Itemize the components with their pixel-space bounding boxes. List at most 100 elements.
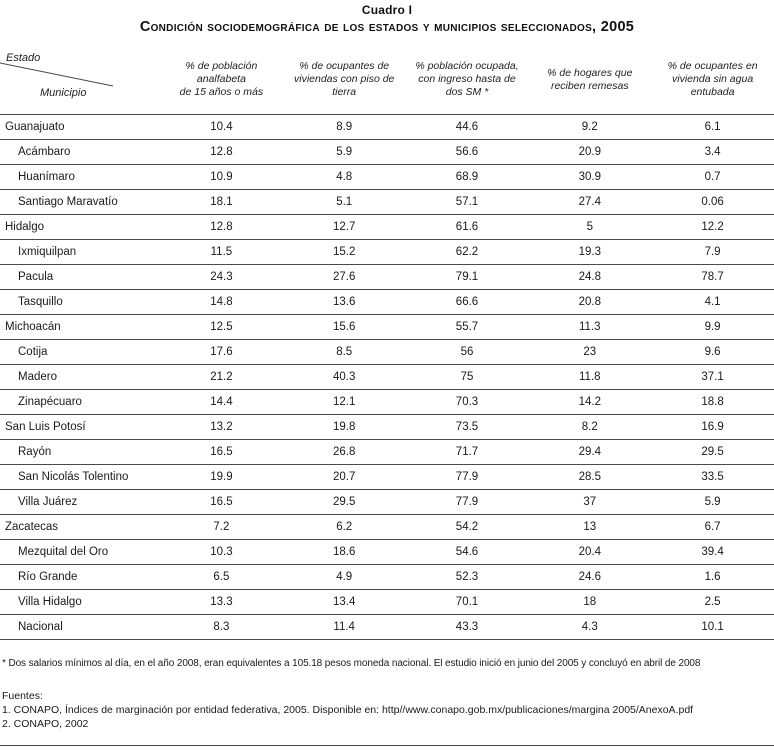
- value-cell: 21.2: [160, 364, 283, 390]
- value-cell: 12.1: [282, 389, 406, 415]
- municipio-name-cell: Pacula: [0, 264, 160, 290]
- value-cell: 33.5: [651, 464, 774, 490]
- value-cell: 20.7: [282, 464, 406, 490]
- table-row: Huanímaro 10.9 4.8 68.9 30.9 0.7: [0, 164, 774, 190]
- value-cell: 20.4: [528, 539, 652, 565]
- table-row: Río Grande 6.5 4.9 52.3 24.6 1.6: [0, 564, 774, 590]
- value-cell: 68.9: [405, 164, 529, 190]
- value-cell: 15.2: [282, 239, 406, 265]
- value-cell: 8.9: [282, 114, 406, 140]
- value-cell: 75: [405, 364, 529, 390]
- value-cell: 9.2: [528, 114, 652, 140]
- value-cell: 70.1: [405, 589, 529, 615]
- municipio-name-cell: Madero: [0, 364, 160, 390]
- value-cell: 18: [528, 589, 652, 615]
- value-cell: 71.7: [405, 439, 529, 465]
- value-cell: 52.3: [405, 564, 529, 590]
- value-cell: 12.8: [160, 214, 283, 240]
- table-number-title: Cuadro I: [361, 3, 413, 17]
- value-cell: 24.8: [528, 264, 652, 290]
- municipio-name-cell: Ixmiquilpan: [0, 239, 160, 265]
- value-cell: 56: [405, 339, 529, 365]
- value-cell: 54.6: [405, 539, 529, 565]
- value-cell: 10.1: [651, 614, 774, 640]
- value-cell: 77.9: [405, 464, 529, 490]
- value-cell: 7.2: [160, 514, 283, 540]
- municipio-name-cell: San Nicolás Tolentino: [0, 464, 160, 490]
- value-cell: 11.3: [528, 314, 652, 340]
- municipio-name-cell: Santiago Maravatío: [0, 189, 160, 215]
- value-cell: 5.9: [282, 139, 406, 165]
- table-row: Acámbaro 12.8 5.9 56.6 20.9 3.4: [0, 139, 774, 165]
- column-header-remesas: % de hogares que reciben remesas: [528, 46, 652, 115]
- diagonal-divider-line: [0, 62, 114, 87]
- value-cell: 55.7: [405, 314, 529, 340]
- asterisk-footnote: * Dos salarios mínimos al día, en el año…: [2, 657, 701, 669]
- source-line-2: 2. CONAPO, 2002: [2, 717, 89, 730]
- value-cell: 8.5: [282, 339, 406, 365]
- state-name-cell: Michoacán: [0, 314, 160, 340]
- table-row: Zacatecas 7.2 6.2 54.2 13 6.7: [0, 514, 774, 540]
- value-cell: 20.8: [528, 289, 652, 315]
- municipio-name-cell: Tasquillo: [0, 289, 160, 315]
- table-row: Mezquital del Oro 10.3 18.6 54.6 20.4 39.4: [0, 539, 774, 565]
- value-cell: 5: [528, 214, 652, 240]
- table-row: San Luis Potosí 13.2 19.8 73.5 8.2 16.9: [0, 414, 774, 440]
- table-row: San Nicolás Tolentino 19.9 20.7 77.9 28.5 33.…: [0, 464, 774, 490]
- value-cell: 13.4: [282, 589, 406, 615]
- value-cell: 5.1: [282, 189, 406, 215]
- table-row: Guanajuato 10.4 8.9 44.6 9.2 6.1: [0, 114, 774, 140]
- value-cell: 19.3: [528, 239, 652, 265]
- table-row: Michoacán 12.5 15.6 55.7 11.3 9.9: [0, 314, 774, 340]
- value-cell: 6.2: [282, 514, 406, 540]
- value-cell: 23: [528, 339, 652, 365]
- value-cell: 27.6: [282, 264, 406, 290]
- value-cell: 16.9: [651, 414, 774, 440]
- value-cell: 16.5: [160, 489, 283, 515]
- value-cell: 0.06: [651, 189, 774, 215]
- value-cell: 11.5: [160, 239, 283, 265]
- value-cell: 73.5: [405, 414, 529, 440]
- table-row: Villa Juárez 16.5 29.5 77.9 37 5.9: [0, 489, 774, 515]
- value-cell: 40.3: [282, 364, 406, 390]
- value-cell: 78.7: [651, 264, 774, 290]
- table-title: Condición sociodemográfica de los estado…: [139, 19, 635, 35]
- value-cell: 79.1: [405, 264, 529, 290]
- state-name-cell: San Luis Potosí: [0, 414, 160, 440]
- value-cell: 14.8: [160, 289, 283, 315]
- column-header-ingreso-sm: % población ocupada, con ingreso hasta d…: [405, 46, 529, 115]
- value-cell: 11.4: [282, 614, 406, 640]
- value-cell: 66.6: [405, 289, 529, 315]
- value-cell: 26.8: [282, 439, 406, 465]
- value-cell: 16.5: [160, 439, 283, 465]
- value-cell: 70.3: [405, 389, 529, 415]
- value-cell: 13.2: [160, 414, 283, 440]
- value-cell: 20.9: [528, 139, 652, 165]
- value-cell: 29.5: [651, 439, 774, 465]
- value-cell: 1.6: [651, 564, 774, 590]
- value-cell: 10.9: [160, 164, 283, 190]
- value-cell: 8.2: [528, 414, 652, 440]
- sources-label: Fuentes:: [2, 689, 43, 702]
- value-cell: 56.6: [405, 139, 529, 165]
- state-name-cell: Guanajuato: [0, 114, 160, 140]
- table-row: Santiago Maravatío 18.1 5.1 57.1 27.4 0.06: [0, 189, 774, 215]
- table-row: Rayón 16.5 26.8 71.7 29.4 29.5: [0, 439, 774, 465]
- value-cell: 17.6: [160, 339, 283, 365]
- value-cell: 6.5: [160, 564, 283, 590]
- value-cell: 37: [528, 489, 652, 515]
- value-cell: 19.9: [160, 464, 283, 490]
- value-cell: 5.9: [651, 489, 774, 515]
- municipio-name-cell: Río Grande: [0, 564, 160, 590]
- corner-label-municipio: Municipio: [40, 87, 87, 99]
- value-cell: 10.4: [160, 114, 283, 140]
- municipio-name-cell: Zinapécuaro: [0, 389, 160, 415]
- value-cell: 18.6: [282, 539, 406, 565]
- value-cell: 4.8: [282, 164, 406, 190]
- value-cell: 0.7: [651, 164, 774, 190]
- table-row: Villa Hidalgo 13.3 13.4 70.1 18 2.5: [0, 589, 774, 615]
- column-header-agua-entubada: % de ocupantes en vivienda sin agua entu…: [651, 46, 774, 115]
- bottom-rule: [0, 745, 774, 746]
- value-cell: 6.1: [651, 114, 774, 140]
